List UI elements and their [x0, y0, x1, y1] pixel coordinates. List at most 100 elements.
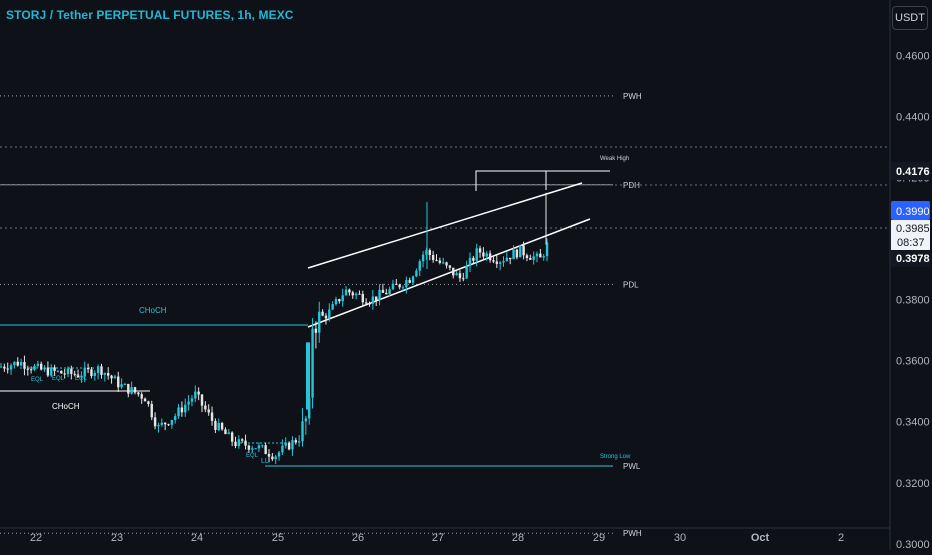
- candle-body: [418, 261, 421, 271]
- candle-body: [80, 376, 83, 378]
- candle-body: [281, 445, 284, 453]
- candle-body: [438, 260, 442, 263]
- candle-body: [187, 401, 190, 405]
- pdh-price-text: 0.4176: [896, 166, 930, 178]
- x-tick-label: 2: [838, 532, 844, 544]
- candle-body: [271, 456, 274, 460]
- candle-body: [93, 372, 96, 377]
- candle-body: [535, 253, 539, 257]
- candle-body: [207, 409, 210, 413]
- candle-body: [267, 454, 271, 457]
- eql-label-2: EQL: [52, 376, 65, 382]
- candle-body: [472, 257, 475, 261]
- y-tick-label: 0.3200: [896, 478, 930, 490]
- candle-body: [86, 367, 90, 370]
- candle-body: [107, 373, 110, 376]
- candle-body: [311, 328, 314, 398]
- x-tick-label: 23: [111, 532, 123, 544]
- candle-body: [143, 398, 147, 402]
- candle-body: [230, 432, 234, 442]
- candle-body: [113, 376, 117, 379]
- candle-body: [431, 255, 435, 260]
- candle-body: [160, 422, 163, 425]
- candle-body: [498, 262, 502, 264]
- candle-body: [157, 424, 160, 427]
- level-label-pdl: PDL: [623, 280, 639, 289]
- candle-body: [153, 417, 157, 427]
- candle-body: [442, 262, 445, 264]
- candle-body: [465, 265, 468, 279]
- candle-body: [495, 261, 498, 264]
- candle-body: [9, 365, 13, 370]
- candle-body: [150, 403, 153, 418]
- candle-body: [50, 367, 53, 376]
- candle-body: [375, 296, 378, 301]
- candle-body: [163, 422, 167, 425]
- candle-body: [385, 292, 388, 295]
- candle-body: [204, 405, 207, 410]
- candle-body: [63, 373, 66, 375]
- pdl-price-text: 0.3978: [896, 253, 930, 265]
- last-price-tag: [891, 201, 930, 220]
- candle-body: [140, 394, 143, 399]
- candle-body: [46, 367, 50, 376]
- candle-body: [462, 278, 465, 280]
- level-label-pwh: PWH: [623, 92, 642, 101]
- candle-body: [167, 424, 170, 426]
- candle-body: [304, 418, 308, 422]
- level-label-pwh: PWH: [623, 529, 642, 538]
- candle-body: [43, 367, 46, 370]
- candle-body: [364, 302, 368, 304]
- choch-lower-label: CHoCH: [52, 402, 80, 411]
- channel-upper-line: [307, 182, 583, 269]
- x-tick-label: 25: [272, 532, 284, 544]
- candle-body: [529, 257, 532, 260]
- candle-body: [425, 250, 428, 255]
- candle-body: [36, 363, 40, 366]
- x-tick-label: 22: [30, 532, 42, 544]
- candle-body: [13, 361, 16, 366]
- currency-unit-button[interactable]: USDT: [892, 6, 928, 30]
- candle-body: [274, 456, 277, 460]
- y-tick-label: 0.4600: [896, 50, 930, 62]
- candle-body: [147, 401, 150, 404]
- candle-body: [100, 366, 103, 375]
- candle-body: [200, 394, 204, 406]
- candle-body: [398, 284, 401, 288]
- candle-body: [542, 256, 545, 258]
- candle-body: [254, 448, 257, 450]
- candle-body: [194, 391, 197, 399]
- candle-body: [197, 391, 200, 395]
- candle-body: [482, 252, 485, 257]
- candle-body: [23, 361, 26, 369]
- candle-body: [532, 256, 535, 260]
- candle-body: [251, 448, 254, 450]
- candle-body: [381, 289, 385, 293]
- candle-body: [247, 445, 251, 450]
- candle-body: [301, 421, 304, 442]
- candle-body: [26, 368, 29, 370]
- candle-body: [492, 260, 495, 262]
- candle-body: [16, 361, 19, 366]
- candle-body: [361, 293, 364, 303]
- candle-body: [6, 368, 9, 370]
- candle-body: [519, 245, 522, 258]
- x-tick-label: 24: [191, 532, 203, 544]
- candle-body: [512, 249, 515, 260]
- candle-body: [455, 273, 458, 276]
- candle-body: [130, 387, 133, 394]
- x-tick-label: 28: [512, 532, 524, 544]
- candle-body: [137, 392, 140, 395]
- y-tick-label: 0.3800: [896, 295, 930, 307]
- candle-body: [371, 296, 375, 304]
- candle-body: [110, 375, 113, 379]
- chart-title: STORJ / Tether PERPETUAL FUTURES, 1h, ME…: [6, 8, 294, 22]
- candle-body: [351, 292, 354, 296]
- y-tick-label: 0.3600: [896, 356, 930, 368]
- candle-body: [478, 248, 482, 253]
- candle-body: [177, 407, 180, 417]
- candle-body: [435, 259, 438, 261]
- candle-body: [421, 254, 425, 262]
- candle-body: [324, 315, 328, 319]
